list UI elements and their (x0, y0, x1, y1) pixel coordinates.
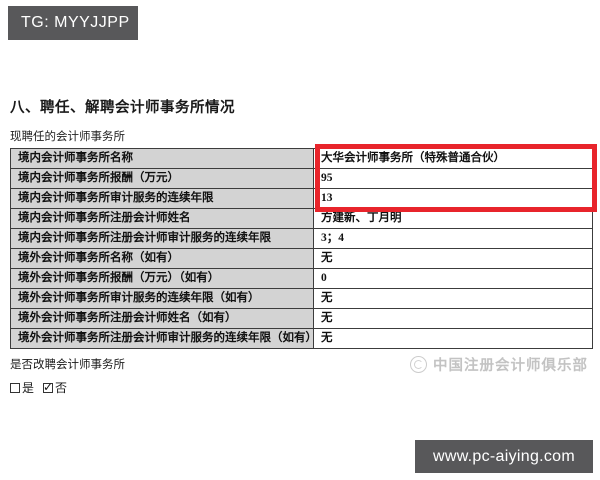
row-value: 大华会计师事务所（特殊普通合伙） (313, 148, 593, 169)
table-row: 境外会计师事务所审计服务的连续年限（如有） 无 (10, 288, 593, 309)
accounting-firm-table: 境内会计师事务所名称 大华会计师事务所（特殊普通合伙） 境内会计师事务所报酬（万… (10, 148, 593, 349)
table-row: 境外会计师事务所注册会计师审计服务的连续年限（如有） 无 (10, 328, 593, 349)
option-no-label: 否 (55, 381, 68, 395)
row-label: 境外会计师事务所注册会计师姓名（如有） (10, 308, 314, 329)
row-value: 3；4 (313, 228, 593, 249)
watermark: 中国注册会计师俱乐部 (410, 354, 588, 375)
row-value: 无 (313, 288, 593, 309)
row-label: 境外会计师事务所审计服务的连续年限（如有） (10, 288, 314, 309)
reappoint-options: 是 否 (10, 379, 67, 396)
tg-tag-bar: TG: MYYJJPP (8, 6, 138, 40)
table-row: 境外会计师事务所注册会计师姓名（如有） 无 (10, 308, 593, 329)
row-value: 方建新、丁月明 (313, 208, 593, 229)
site-url-label: www.pc-aiying.com (432, 447, 576, 465)
row-label: 境外会计师事务所报酬（万元）（如有） (10, 268, 314, 289)
table-row: 境内会计师事务所审计服务的连续年限 13 (10, 188, 593, 209)
row-value: 0 (313, 268, 593, 289)
row-label: 境内会计师事务所注册会计师姓名 (10, 208, 314, 229)
row-value: 95 (313, 168, 593, 189)
row-label: 境内会计师事务所报酬（万元） (10, 168, 314, 189)
option-yes: 是 (10, 379, 34, 396)
row-value: 13 (313, 188, 593, 209)
row-label: 境内会计师事务所审计服务的连续年限 (10, 188, 314, 209)
table-row: 境外会计师事务所名称（如有） 无 (10, 248, 593, 269)
table-row: 境外会计师事务所报酬（万元）（如有） 0 (10, 268, 593, 289)
section-subtitle: 现聘任的会计师事务所 (10, 131, 125, 143)
row-value: 无 (313, 328, 593, 349)
checkbox-checked-icon (43, 380, 53, 394)
table-row: 境内会计师事务所报酬（万元） 95 (10, 168, 593, 189)
cicpa-club-logo-icon (410, 356, 427, 373)
option-yes-label: 是 (22, 381, 35, 395)
checkbox-unchecked-icon (10, 382, 20, 393)
table-row: 境内会计师事务所注册会计师姓名 方建新、丁月明 (10, 208, 593, 229)
row-value: 无 (313, 308, 593, 329)
reappoint-question-label: 是否改聘会计师事务所 (10, 359, 125, 371)
watermark-text: 中国注册会计师俱乐部 (433, 358, 588, 374)
row-value: 无 (313, 248, 593, 269)
tg-tag-label: TG: MYYJJPP (21, 14, 130, 31)
site-url-bar: www.pc-aiying.com (415, 440, 593, 473)
table-row: 境内会计师事务所注册会计师审计服务的连续年限 3；4 (10, 228, 593, 249)
option-no: 否 (43, 379, 67, 396)
row-label: 境内会计师事务所名称 (10, 148, 314, 169)
section-title: 八、聘任、解聘会计师事务所情况 (10, 100, 235, 116)
row-label: 境内会计师事务所注册会计师审计服务的连续年限 (10, 228, 314, 249)
row-label: 境外会计师事务所注册会计师审计服务的连续年限（如有） (10, 328, 314, 349)
row-label: 境外会计师事务所名称（如有） (10, 248, 314, 269)
table-row: 境内会计师事务所名称 大华会计师事务所（特殊普通合伙） (10, 148, 593, 169)
